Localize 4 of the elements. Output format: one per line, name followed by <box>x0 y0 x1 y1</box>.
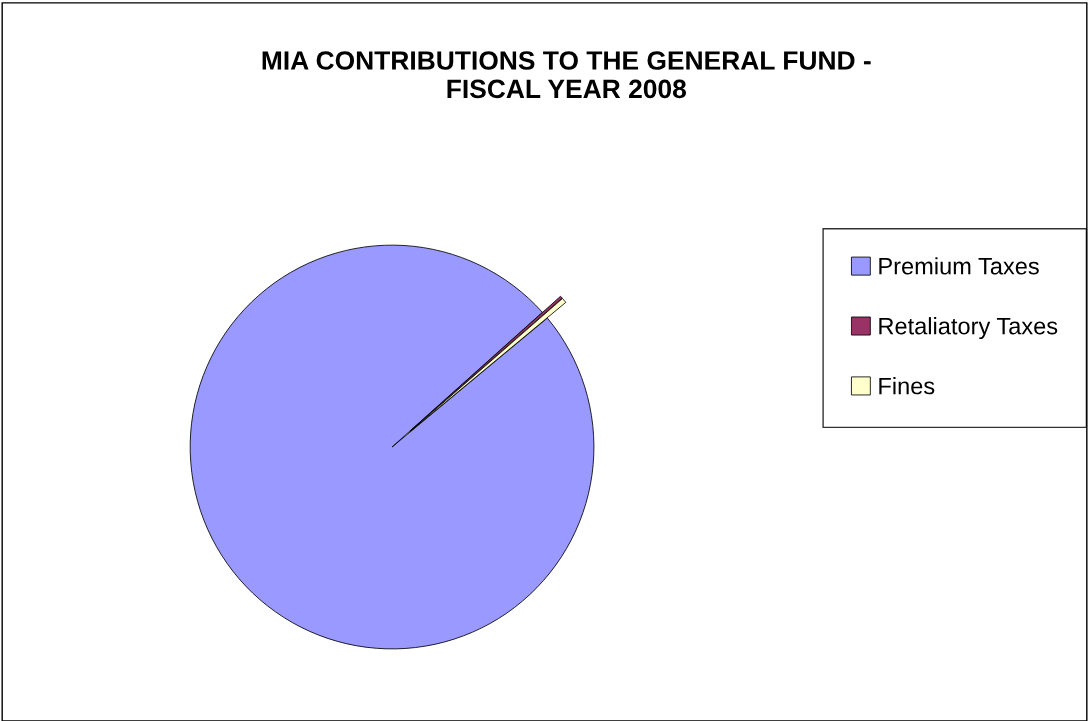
chart-title: MIA CONTRIBUTIONS TO THE GENERAL FUND - FISCAL YEAR 2008 <box>262 51 871 99</box>
legend-label: Retaliatory Taxes <box>879 317 1058 340</box>
legend-label: Premium Taxes <box>879 257 1039 275</box>
legend-label: Fines <box>879 377 935 395</box>
